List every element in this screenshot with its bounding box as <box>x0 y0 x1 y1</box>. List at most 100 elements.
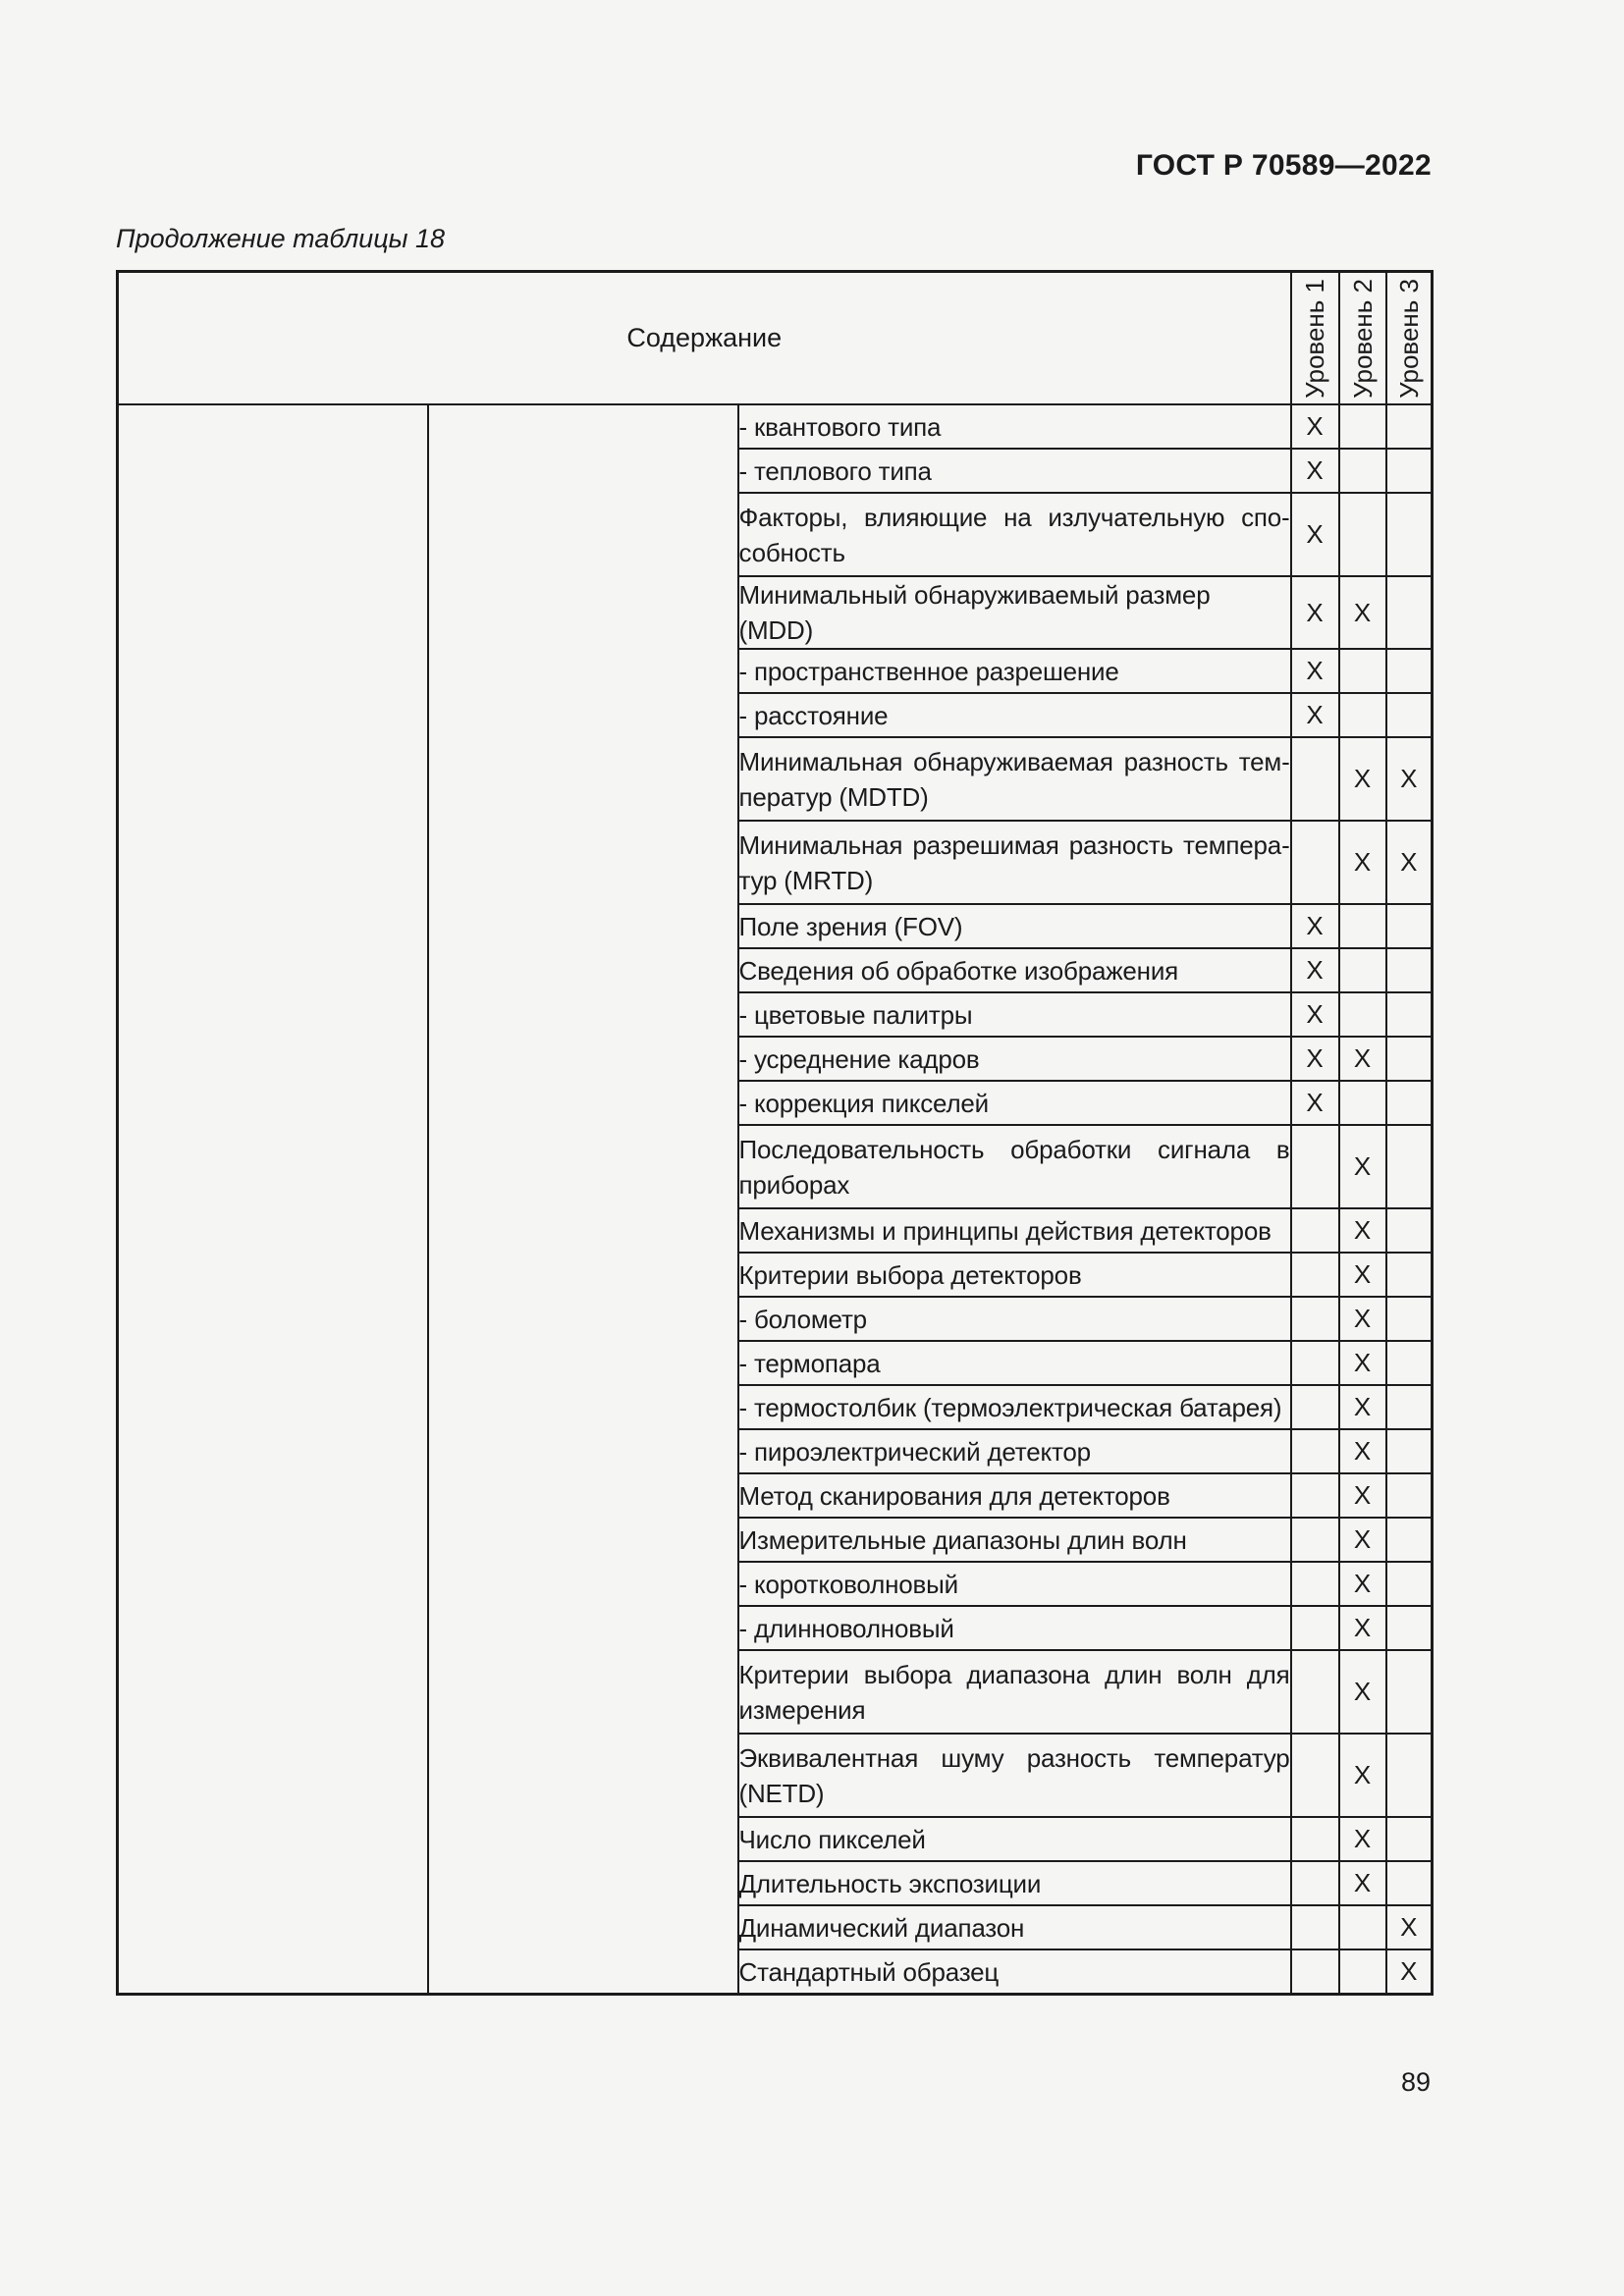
table-row: - термостолбик (термоэлектрическая батар… <box>118 1384 1434 1430</box>
level-1-mark-cell <box>1289 1296 1340 1342</box>
table-row: - коррекция пикселей X <box>118 1080 1434 1126</box>
row-content-cell: Измерительные диапазоны длин волн <box>736 1517 1292 1563</box>
level-3-mark-cell <box>1384 903 1434 949</box>
table-row: Стандартный образец X <box>118 1949 1434 1996</box>
level-3-mark-cell <box>1384 1340 1434 1386</box>
table-row: Число пикселей X <box>118 1816 1434 1862</box>
level-1-mark-cell <box>1289 1860 1340 1906</box>
level-1-mark-cell <box>1289 736 1340 822</box>
level-3-mark-cell <box>1384 575 1434 650</box>
level-2-mark-cell <box>1337 947 1387 993</box>
level-2-mark-cell <box>1337 692 1387 738</box>
table-row: Эквивалентная шуму разность температур (N… <box>118 1733 1434 1818</box>
level-2-mark-cell: X <box>1337 1472 1387 1519</box>
table-row: Сведения об обработке изображения X <box>118 947 1434 993</box>
level-3-mark-cell <box>1384 648 1434 694</box>
level-2-mark-cell: X <box>1337 1036 1387 1082</box>
row-content-line: - коротковолновый <box>738 1569 959 1599</box>
table-header-row: Содержание Уровень 1 Уровень 2 Уровень 3 <box>116 270 1434 405</box>
level-1-mark-cell: X <box>1289 492 1340 577</box>
row-content-line: (NETD) <box>738 1778 825 1808</box>
row-content-line: - коррекция пикселей <box>738 1088 990 1118</box>
table-row: - термопара X <box>118 1340 1434 1386</box>
table-row: Динамический диапазон X <box>118 1904 1434 1950</box>
row-content-line: Минимальная обнаруживаемая разность тем- <box>738 746 1290 776</box>
row-content-cell: - расстояние <box>736 692 1292 738</box>
level-2-mark-cell: X <box>1337 1428 1387 1474</box>
level-3-mark-cell <box>1384 947 1434 993</box>
level-1-mark-cell: X <box>1289 575 1340 650</box>
row-content-line: - термопара <box>738 1348 881 1378</box>
row-content-line: Механизмы и принципы действия детекторов <box>738 1215 1272 1246</box>
level-3-mark-cell <box>1384 403 1434 450</box>
row-content-cell: Эквивалентная шуму разность температур (N… <box>736 1733 1292 1818</box>
level-2-mark-cell <box>1337 648 1387 694</box>
level-1-header-label: Уровень 1 <box>1300 279 1330 399</box>
level-3-mark-cell <box>1384 1649 1434 1735</box>
level-2-mark-cell <box>1337 1904 1387 1950</box>
table-18-head: Содержание Уровень 1 Уровень 2 Уровень 3 <box>116 270 1434 405</box>
row-content-cell: - термостолбик (термоэлектрическая батар… <box>736 1384 1292 1430</box>
table-18: Содержание Уровень 1 Уровень 2 Уровень 3… <box>116 270 1435 1996</box>
row-content-cell: Минимальная разрешимая разность темпера-… <box>736 820 1292 905</box>
row-content-line: измерения <box>738 1694 866 1725</box>
row-content-cell: - коротковолновый <box>736 1561 1292 1607</box>
level-3-mark-cell: X <box>1384 820 1434 905</box>
level-1-header-cell: Уровень 1 <box>1289 270 1340 405</box>
level-1-mark-cell: X <box>1289 648 1340 694</box>
level-3-mark-cell: X <box>1384 1949 1434 1996</box>
level-1-mark-cell <box>1289 1472 1340 1519</box>
row-content-line: - квантового типа <box>738 411 942 442</box>
level-1-mark-cell <box>1289 1124 1340 1209</box>
level-1-mark-cell: X <box>1289 1036 1340 1082</box>
level-1-mark-cell <box>1289 1428 1340 1474</box>
level-2-mark-cell: X <box>1337 1649 1387 1735</box>
level-3-mark-cell <box>1384 1036 1434 1082</box>
table-row: - пространственное разрешение X <box>118 648 1434 694</box>
row-content-line: Минимальная разрешимая разность темпера- <box>738 829 1290 860</box>
row-content-line: Поле зрения (FOV) <box>738 911 963 941</box>
level-1-mark-cell: X <box>1289 692 1340 738</box>
table-row: - усреднение кадров X X <box>118 1036 1434 1082</box>
row-content-cell: Последовательность обработки сигнала в пр… <box>736 1124 1292 1209</box>
level-2-mark-cell: X <box>1337 1517 1387 1563</box>
row-content-line: тур (MRTD) <box>738 865 874 895</box>
table-row: Минимальный обнаруживаемый размер (MDD) X… <box>118 575 1434 650</box>
table-row: Длительность экспозиции X <box>118 1860 1434 1906</box>
level-2-header-cell: Уровень 2 <box>1337 270 1387 405</box>
row-content-line: - усреднение кадров <box>738 1043 980 1074</box>
level-3-header-label: Уровень 3 <box>1393 279 1424 399</box>
level-2-mark-cell <box>1337 403 1387 450</box>
level-3-mark-cell <box>1384 1517 1434 1563</box>
row-content-line: Метод сканирования для детекторов <box>738 1480 1170 1511</box>
level-1-mark-cell <box>1289 1649 1340 1735</box>
row-content-line: собность <box>738 537 846 567</box>
row-content-cell: Число пикселей <box>736 1816 1292 1862</box>
document-header: ГОСТ Р 70589—2022 <box>1135 149 1432 182</box>
level-3-mark-cell <box>1384 1252 1434 1298</box>
table-row: - пироэлектрический детектор X <box>118 1428 1434 1474</box>
level-2-mark-cell: X <box>1337 1605 1387 1651</box>
level-1-mark-cell <box>1289 1207 1340 1254</box>
row-content-cell: - цветовые палитры <box>736 991 1292 1038</box>
row-content-cell: - теплового типа <box>736 448 1292 494</box>
level-3-mark-cell <box>1384 1428 1434 1474</box>
level-3-mark-cell: X <box>1384 1904 1434 1950</box>
level-3-mark-cell: X <box>1384 736 1434 822</box>
table-row: - расстояние X <box>118 692 1434 738</box>
level-3-mark-cell <box>1384 1561 1434 1607</box>
level-3-mark-cell <box>1384 1605 1434 1651</box>
level-3-header-cell: Уровень 3 <box>1384 270 1434 405</box>
table-row: - длинноволновый X <box>118 1605 1434 1651</box>
level-3-mark-cell <box>1384 1207 1434 1254</box>
row-content-cell: Критерии выбора детекторов <box>736 1252 1292 1298</box>
row-content-line: Стандартный образец <box>738 1956 1000 1987</box>
level-1-mark-cell <box>1289 1517 1340 1563</box>
table-row: Поле зрения (FOV) X <box>118 903 1434 949</box>
level-3-mark-cell <box>1384 1080 1434 1126</box>
level-3-mark-cell <box>1384 991 1434 1038</box>
row-content-cell: Механизмы и принципы действия детекторов <box>736 1207 1292 1254</box>
level-3-mark-cell <box>1384 492 1434 577</box>
row-content-cell: Динамический диапазон <box>736 1904 1292 1950</box>
row-content-line: - пространственное разрешение <box>738 656 1119 686</box>
